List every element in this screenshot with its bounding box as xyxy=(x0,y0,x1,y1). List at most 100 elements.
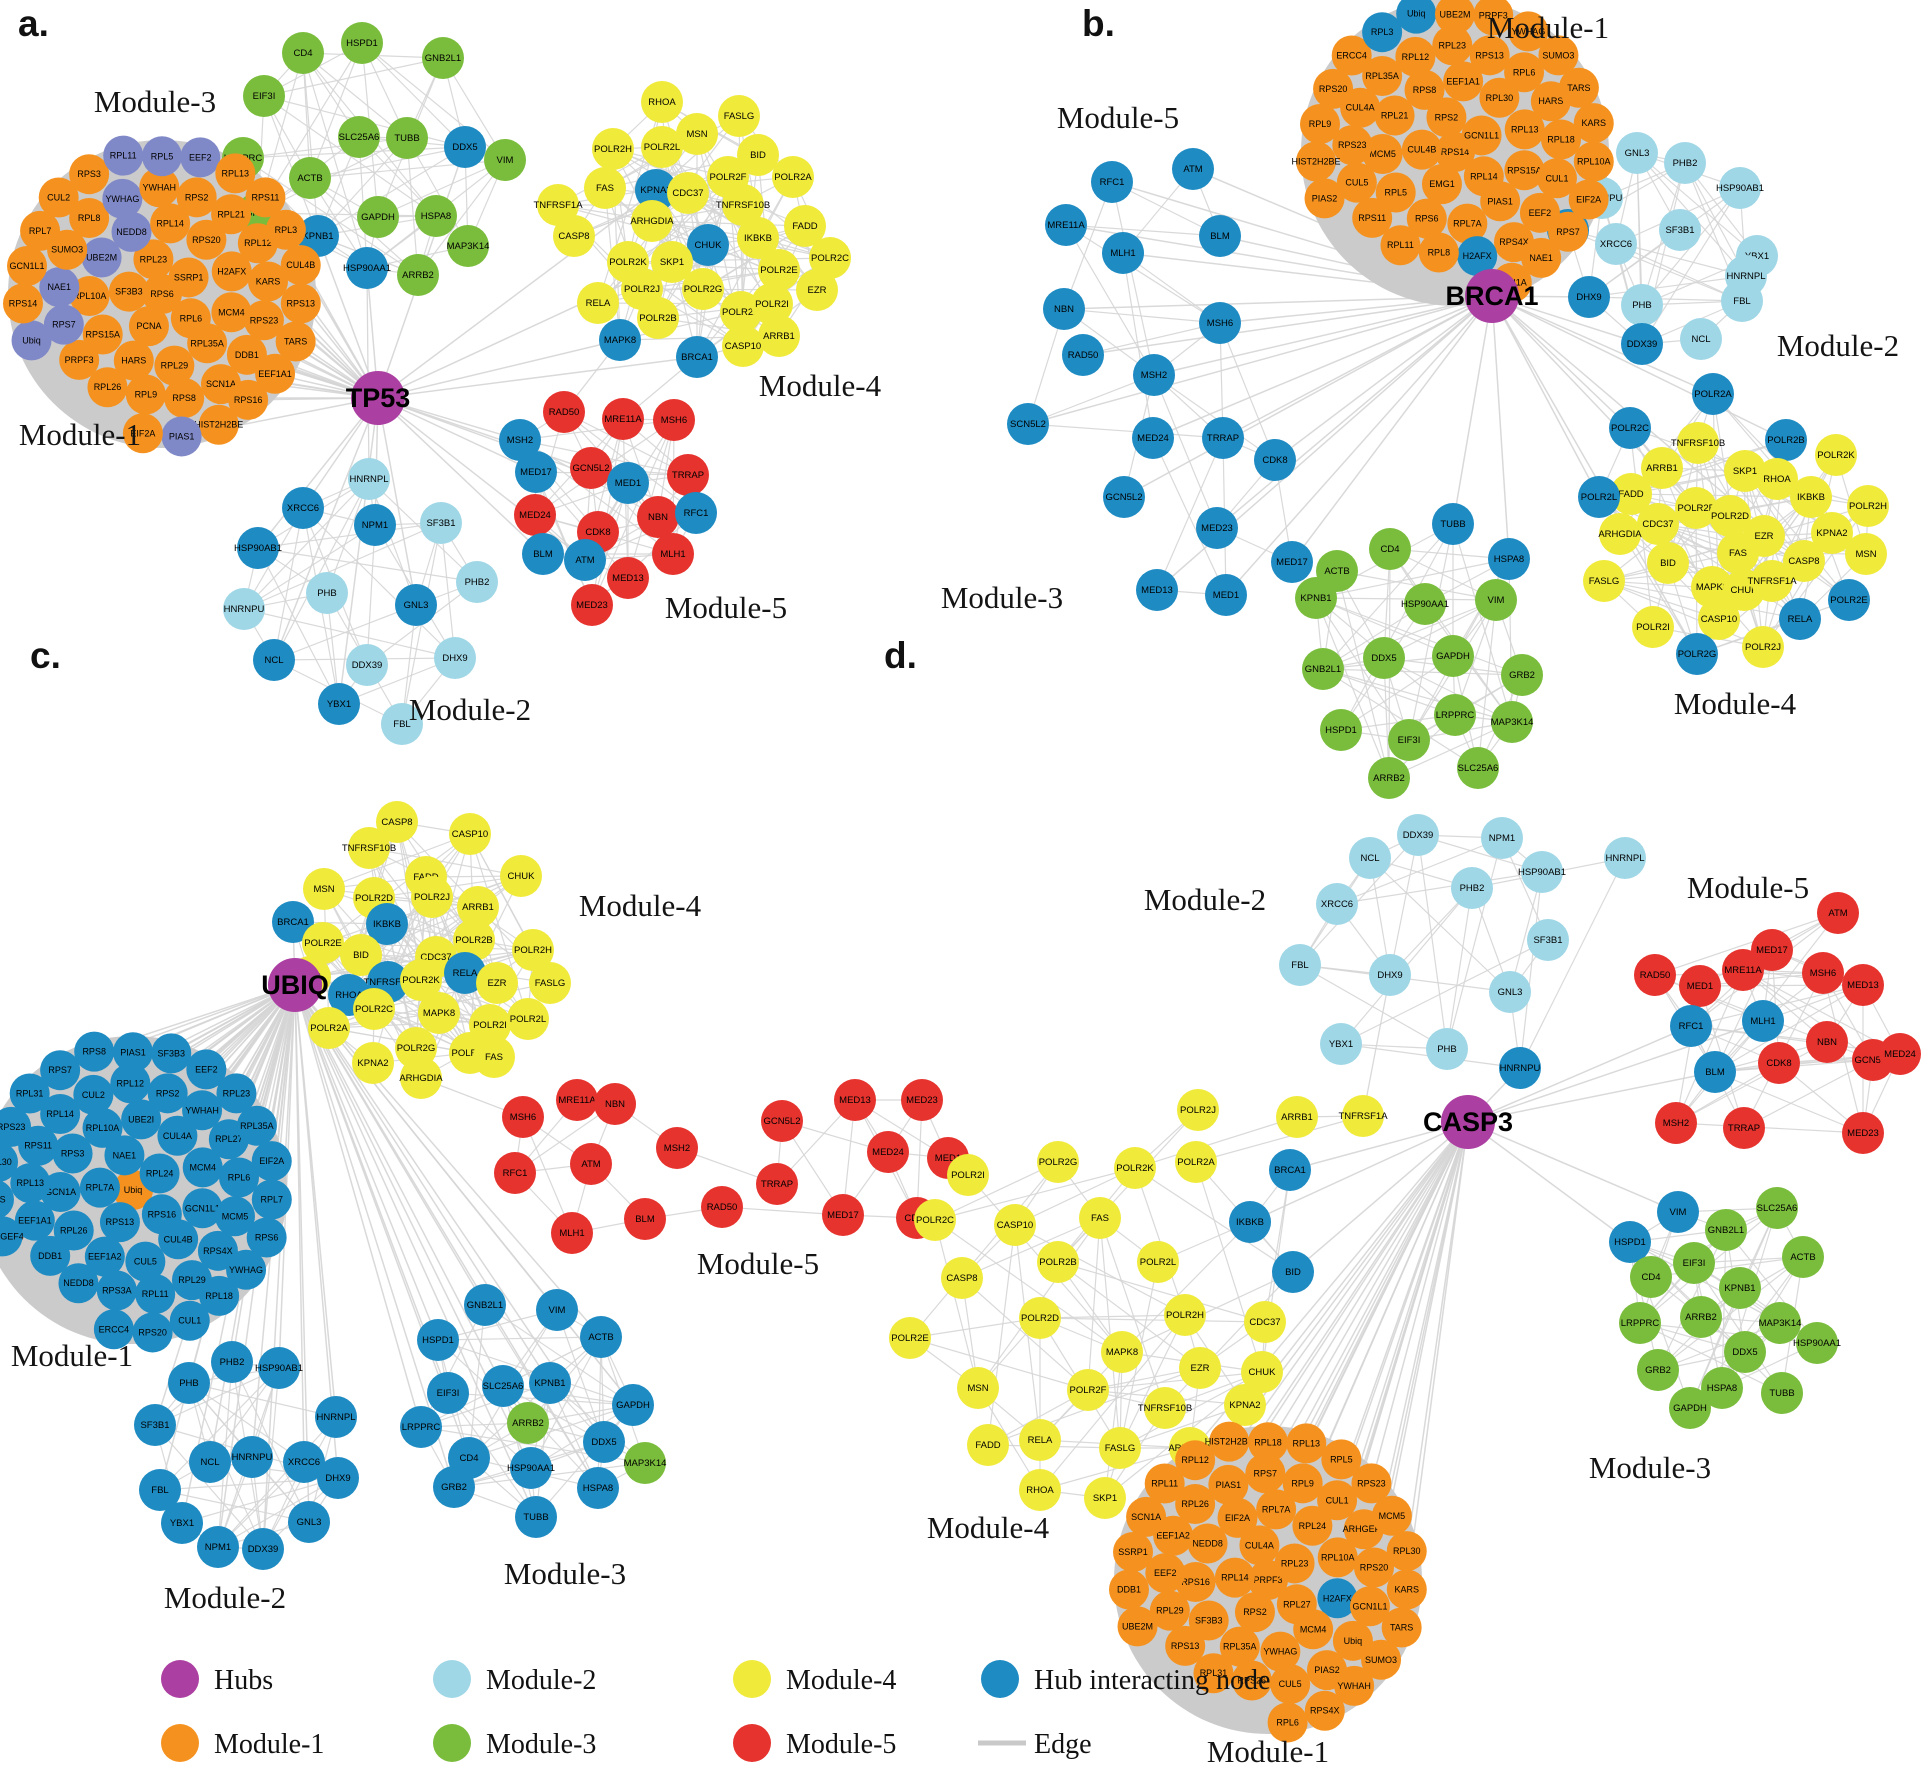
node-RHOA[interactable] xyxy=(1019,1469,1061,1511)
node-RPS6[interactable] xyxy=(1406,198,1447,239)
node-PHB[interactable] xyxy=(306,572,348,614)
node-DHX9[interactable] xyxy=(1568,276,1610,318)
node-RPS3[interactable] xyxy=(69,154,110,195)
node-NBN[interactable] xyxy=(1043,288,1085,330)
node-UBE2I[interactable] xyxy=(121,1099,162,1140)
node-RPL13[interactable] xyxy=(1504,109,1545,150)
node-MED24[interactable] xyxy=(867,1131,909,1173)
node-RPL9[interactable] xyxy=(1282,1463,1323,1504)
node-EIF2A[interactable] xyxy=(1217,1497,1258,1538)
node-DDX5[interactable] xyxy=(583,1421,625,1463)
node-FAS[interactable] xyxy=(1079,1197,1121,1239)
node-POLR2F[interactable] xyxy=(1067,1369,1109,1411)
node-NCL[interactable] xyxy=(1680,318,1722,360)
node-YWHAG[interactable] xyxy=(1260,1631,1301,1672)
node-EEF2[interactable] xyxy=(180,137,221,178)
node-RPL6[interactable] xyxy=(1267,1702,1308,1743)
node-GAPDH[interactable] xyxy=(357,196,399,238)
node-MLH1[interactable] xyxy=(551,1212,593,1254)
node-SF3B3[interactable] xyxy=(108,271,149,312)
node-EEF1A1[interactable] xyxy=(14,1200,55,1241)
node-MED17[interactable] xyxy=(822,1194,864,1236)
node-DDX39[interactable] xyxy=(346,644,388,686)
node-LRPPRC[interactable] xyxy=(1619,1302,1661,1344)
node-POLR2B[interactable] xyxy=(1765,419,1807,461)
node-RPL13[interactable] xyxy=(10,1163,51,1204)
node-ERCC4[interactable] xyxy=(1331,35,1372,76)
node-EEF1A1[interactable] xyxy=(255,353,296,394)
node-POLR2D[interactable] xyxy=(1709,495,1751,537)
node-SUMO3[interactable] xyxy=(1538,35,1579,76)
node-FASLG[interactable] xyxy=(1583,560,1625,602)
node-MED24[interactable] xyxy=(1132,417,1174,459)
node-NEDD8[interactable] xyxy=(111,211,152,252)
node-CUL5[interactable] xyxy=(1270,1664,1311,1705)
node-CDC37[interactable] xyxy=(1244,1301,1286,1343)
node-ATM[interactable] xyxy=(564,539,606,581)
node-TNFRSF1A[interactable] xyxy=(537,184,579,226)
node-FADD[interactable] xyxy=(967,1424,1009,1466)
node-SSRP1[interactable] xyxy=(168,257,209,298)
node-YWHAH[interactable] xyxy=(182,1090,223,1131)
node-RPL7[interactable] xyxy=(20,210,61,251)
node-RPL11[interactable] xyxy=(1380,225,1421,266)
node-MED13[interactable] xyxy=(834,1079,876,1121)
node-RPL29[interactable] xyxy=(1149,1590,1190,1631)
node-MRE11A[interactable] xyxy=(556,1079,598,1121)
node-MSH2[interactable] xyxy=(1133,354,1175,396)
node-NCL[interactable] xyxy=(189,1441,231,1483)
node-POLR2I[interactable] xyxy=(1632,606,1674,648)
node-MAP3K14[interactable] xyxy=(1491,701,1533,743)
node-RPL9[interactable] xyxy=(1300,103,1341,144)
node-LRPPRC[interactable] xyxy=(400,1406,442,1448)
node-MED24[interactable] xyxy=(514,494,556,536)
node-ARRB2[interactable] xyxy=(397,254,439,296)
node-RPS15A[interactable] xyxy=(1504,150,1545,191)
node-MED1[interactable] xyxy=(1205,574,1247,616)
node-VIM[interactable] xyxy=(1475,579,1517,621)
node-PRPF3[interactable] xyxy=(1473,0,1514,36)
node-RPL35A[interactable] xyxy=(1362,56,1403,97)
node-POLR2C[interactable] xyxy=(353,988,395,1030)
node-GNB2L1[interactable] xyxy=(422,37,464,79)
node-FAS[interactable] xyxy=(473,1036,515,1078)
node-KARS[interactable] xyxy=(1386,1569,1427,1610)
node-MAPK8[interactable] xyxy=(418,992,460,1034)
node-RPS7[interactable] xyxy=(1548,211,1589,252)
node-RPL10A[interactable] xyxy=(82,1107,123,1148)
node-RPS14[interactable] xyxy=(2,283,43,324)
node-SKP1[interactable] xyxy=(1724,450,1766,492)
node-YBX1[interactable] xyxy=(1320,1023,1362,1065)
node-MSH6[interactable] xyxy=(1802,952,1844,994)
node-MSN[interactable] xyxy=(303,868,345,910)
node-CUL5[interactable] xyxy=(1336,162,1377,203)
node-FADD[interactable] xyxy=(784,205,826,247)
node-RPL7A[interactable] xyxy=(79,1167,120,1208)
node-NBN[interactable] xyxy=(1806,1021,1848,1063)
node-RPS8[interactable] xyxy=(164,378,205,419)
node-GCN5L2[interactable] xyxy=(1103,476,1145,518)
node-SKP1[interactable] xyxy=(651,241,693,283)
node-DDX5[interactable] xyxy=(444,126,486,168)
node-DDB1[interactable] xyxy=(1108,1569,1149,1610)
node-YWHAH[interactable] xyxy=(139,167,180,208)
node-MCM4[interactable] xyxy=(182,1147,223,1188)
node-DDX39[interactable] xyxy=(1397,814,1439,856)
node-FASLG[interactable] xyxy=(1099,1427,1141,1469)
node-TUBB[interactable] xyxy=(386,117,428,159)
node-CUL4A[interactable] xyxy=(157,1115,198,1156)
node-ATM[interactable] xyxy=(570,1143,612,1185)
node-CUL4A[interactable] xyxy=(1239,1525,1280,1566)
node-RPL31[interactable] xyxy=(9,1073,50,1114)
node-UBE2M[interactable] xyxy=(1117,1606,1158,1647)
node-HSP90AB1[interactable] xyxy=(258,1347,300,1389)
node-KPNB1[interactable] xyxy=(1719,1267,1761,1309)
node-MCM4[interactable] xyxy=(1293,1609,1334,1650)
node-HSPA8[interactable] xyxy=(1488,538,1530,580)
node-MSN[interactable] xyxy=(957,1367,999,1409)
node-RPS8[interactable] xyxy=(74,1031,115,1072)
node-GNB2L1[interactable] xyxy=(1302,648,1344,690)
node-EEF2[interactable] xyxy=(1145,1553,1186,1594)
node-RPS7[interactable] xyxy=(1245,1453,1286,1494)
node-CDC37[interactable] xyxy=(1637,503,1679,545)
